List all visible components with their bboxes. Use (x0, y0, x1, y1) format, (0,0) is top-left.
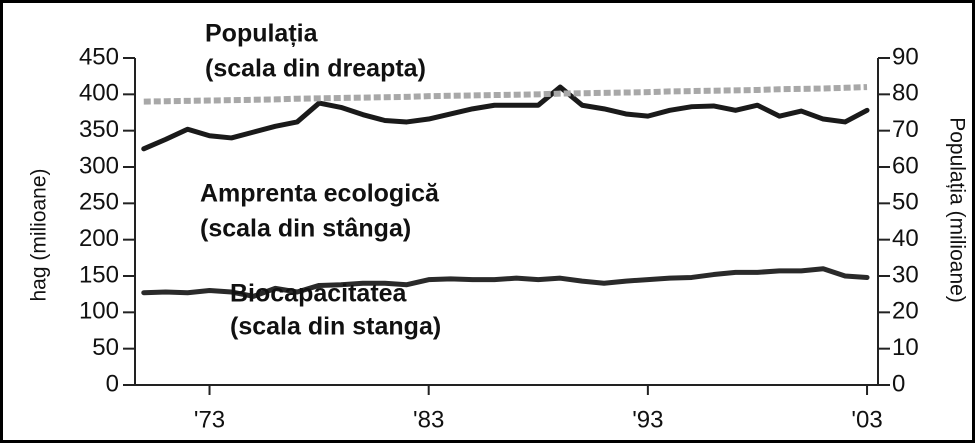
y2-axis-label: Populația (milioane) (945, 117, 968, 303)
y-tick-label: 50 (92, 334, 119, 361)
annotation: Biocapacitatea (230, 280, 408, 308)
y-tick-label: 0 (106, 370, 119, 397)
y-tick-label: 350 (79, 116, 119, 143)
annotation: Amprenta ecologică (200, 180, 440, 208)
x-tick-label: '93 (632, 406, 663, 433)
y2-tick-label: 50 (892, 189, 919, 216)
annotation: (scala din dreapta) (205, 55, 426, 83)
annotation: (scala din stânga) (200, 215, 411, 243)
series-line (143, 84, 868, 105)
y2-tick-label: 80 (892, 80, 919, 107)
y2-tick-label: 10 (892, 334, 919, 361)
x-tick-label: '73 (194, 406, 225, 433)
series-line (141, 266, 870, 299)
y2-tick-label: 70 (892, 116, 919, 143)
y-axis-label: hag (milioane) (28, 168, 51, 301)
y-tick-label: 100 (79, 298, 119, 325)
annotation: Populația (205, 20, 319, 48)
y2-tick-label: 40 (892, 225, 919, 252)
y-tick-label: 450 (79, 43, 119, 70)
annotation: (scala din stanga) (230, 313, 441, 341)
y-tick-label: 400 (79, 80, 119, 107)
y2-tick-label: 60 (892, 152, 919, 179)
y2-tick-label: 90 (892, 43, 919, 70)
series-line (141, 84, 870, 152)
y2-tick-label: 0 (892, 370, 905, 397)
x-tick-label: '03 (851, 406, 882, 433)
x-tick-label: '83 (413, 406, 444, 433)
y2-tick-label: 20 (892, 298, 919, 325)
y-tick-label: 300 (79, 152, 119, 179)
y-tick-label: 250 (79, 189, 119, 216)
y2-tick-label: 30 (892, 261, 919, 288)
y-tick-label: 200 (79, 225, 119, 252)
y-tick-label: 150 (79, 261, 119, 288)
